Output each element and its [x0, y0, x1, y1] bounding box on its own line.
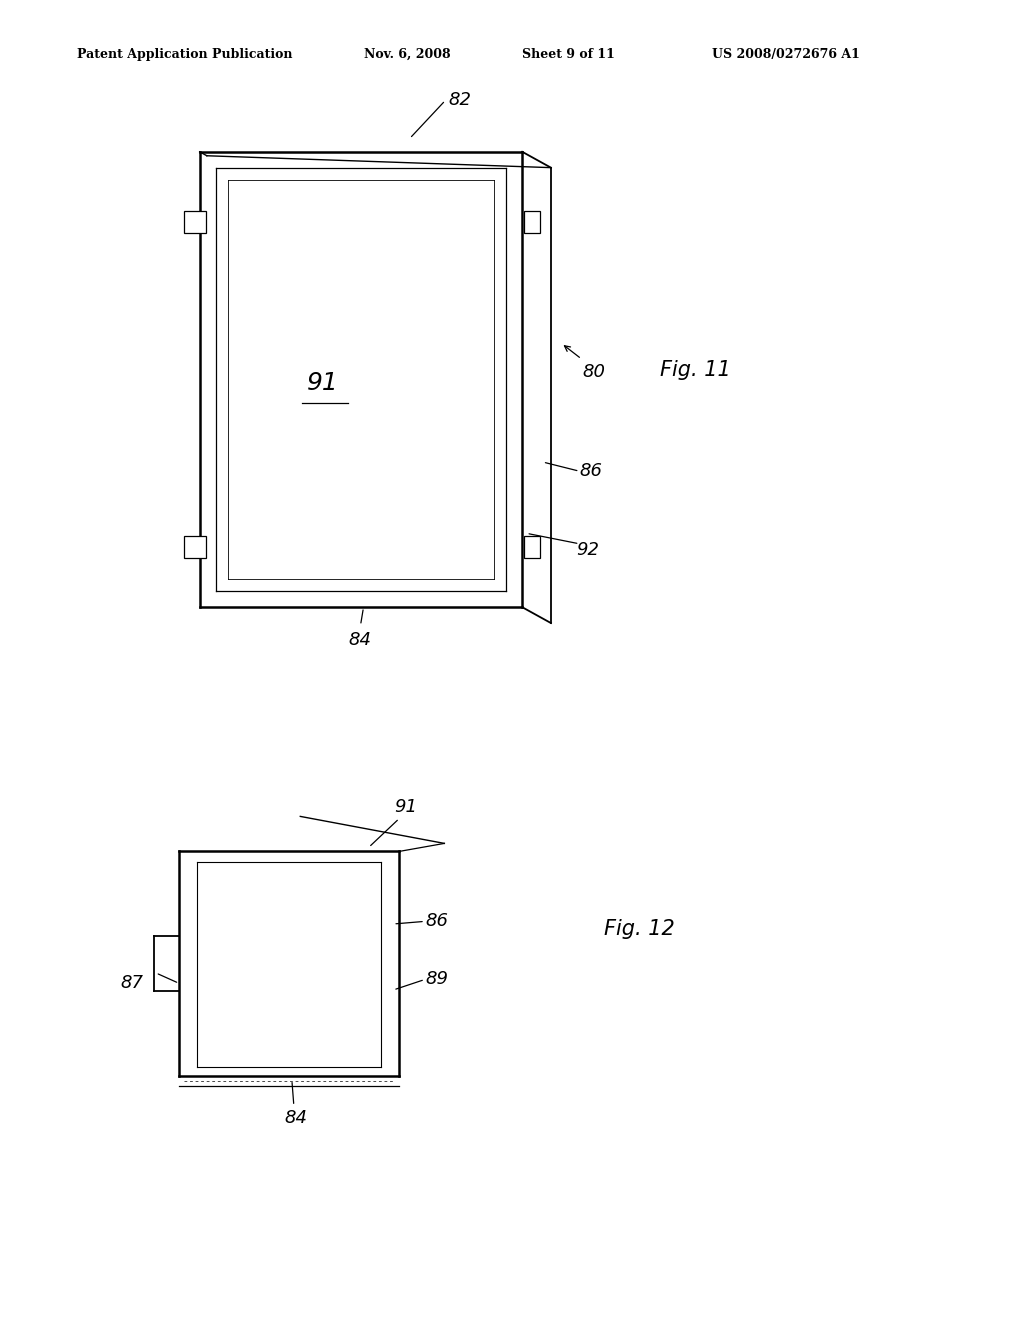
Text: 91: 91 — [394, 797, 417, 816]
Text: 87: 87 — [121, 974, 143, 993]
Text: 89: 89 — [425, 970, 447, 989]
Text: 86: 86 — [580, 462, 602, 480]
Text: 80: 80 — [583, 363, 605, 381]
Text: 84: 84 — [285, 1109, 307, 1127]
Text: 92: 92 — [577, 541, 599, 560]
Text: 86: 86 — [425, 912, 447, 931]
Bar — [183, 211, 206, 232]
Bar — [524, 536, 541, 558]
Bar — [524, 211, 541, 232]
Text: Patent Application Publication: Patent Application Publication — [77, 48, 292, 61]
Text: 91: 91 — [306, 371, 339, 395]
Text: 82: 82 — [449, 91, 471, 110]
Text: Nov. 6, 2008: Nov. 6, 2008 — [364, 48, 451, 61]
Text: Fig. 11: Fig. 11 — [660, 359, 731, 380]
Text: US 2008/0272676 A1: US 2008/0272676 A1 — [712, 48, 859, 61]
Text: 84: 84 — [348, 631, 371, 649]
Text: Fig. 12: Fig. 12 — [604, 919, 675, 940]
Bar — [183, 536, 206, 558]
Text: Sheet 9 of 11: Sheet 9 of 11 — [522, 48, 615, 61]
